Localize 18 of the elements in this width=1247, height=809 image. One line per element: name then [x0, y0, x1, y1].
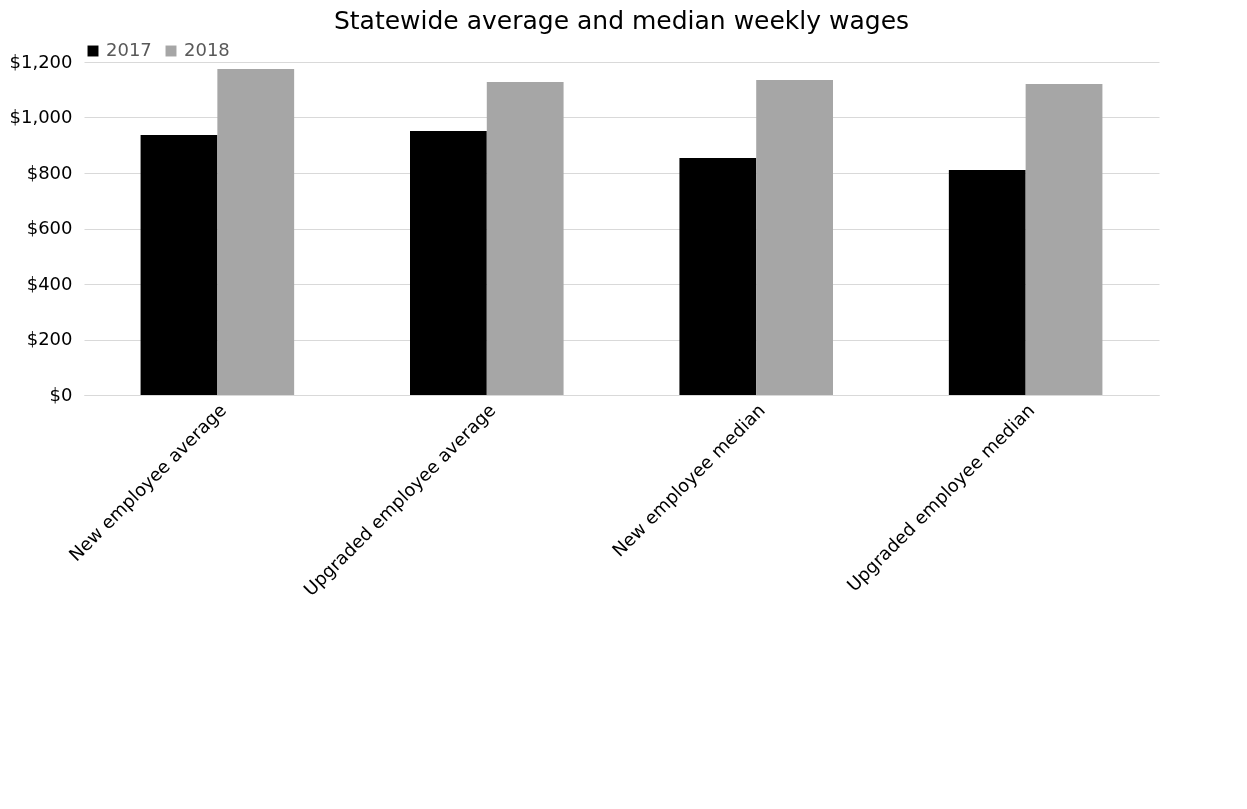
bar — [679, 158, 757, 395]
y-tick-label: $600 — [26, 217, 73, 238]
bar — [948, 169, 1026, 395]
y-tick-label: $800 — [26, 161, 73, 183]
bar — [756, 80, 833, 395]
legend-label: 2017 — [106, 39, 152, 60]
bar — [217, 68, 295, 395]
bar — [1025, 83, 1103, 395]
chart-title: Statewide average and median weekly wages — [333, 6, 910, 35]
y-tick-label: $1,200 — [9, 50, 73, 72]
y-tick-label: $1,000 — [9, 106, 73, 127]
legend-label: 2018 — [184, 39, 230, 60]
y-tick-label: $0 — [49, 383, 73, 405]
y-tick-label: $200 — [26, 328, 73, 349]
y-tick-label: $400 — [26, 272, 73, 294]
bar — [410, 131, 487, 395]
bar — [140, 134, 218, 395]
bar — [486, 81, 564, 395]
